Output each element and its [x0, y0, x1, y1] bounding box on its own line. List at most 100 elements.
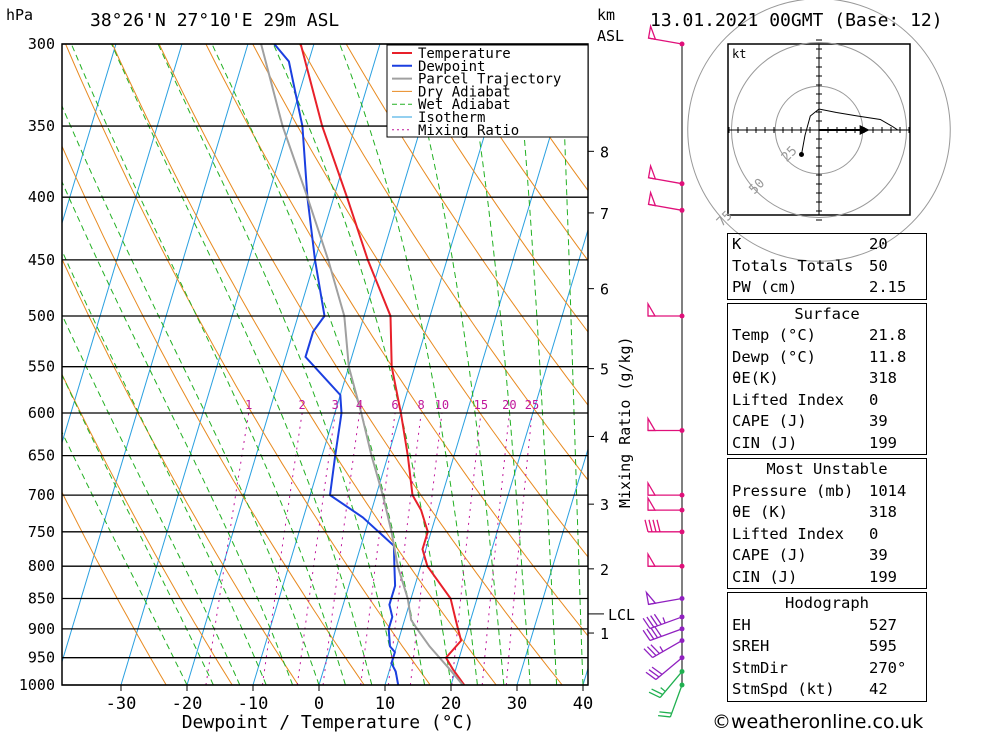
- x-tick-label: -10: [238, 694, 269, 714]
- index-value: 595: [869, 637, 897, 655]
- mixing-ratio-value: 10: [435, 398, 449, 412]
- pressure-label: 850: [28, 589, 55, 607]
- index-row: K 20: [728, 234, 926, 256]
- index-value: 39: [869, 412, 888, 430]
- x-tick-label: -30: [106, 694, 137, 714]
- index-value: 270°: [869, 658, 907, 677]
- mixing-ratio-line: [205, 412, 250, 685]
- chart-texts: 3003504004505005506006507007508008509009…: [6, 6, 943, 733]
- km-tick-label: 5: [600, 361, 609, 379]
- pressure-label: 900: [28, 620, 55, 638]
- x-tick-label: 40: [573, 694, 593, 714]
- index-value: 318: [869, 369, 897, 387]
- index-row: PW (cm) 2.15: [728, 277, 926, 299]
- x-axis-label: Dewpoint / Temperature (°C): [182, 712, 475, 733]
- x-tick-label: -20: [172, 694, 203, 714]
- mixing-ratio-value: 1: [245, 398, 252, 412]
- pressure-label: 450: [28, 251, 55, 269]
- index-value: 39: [869, 546, 888, 564]
- mixing-ratio-value: 6: [391, 398, 398, 412]
- isotherm: [62, 44, 117, 225]
- x-tick-label: 30: [507, 694, 527, 714]
- index-label: StmDir: [732, 658, 788, 677]
- pressure-label: 950: [28, 649, 55, 667]
- index-row: StmDir 270°: [728, 658, 926, 680]
- index-value: 20: [869, 235, 888, 253]
- isotherm: [516, 447, 588, 685]
- index-label: PW (cm): [732, 278, 798, 296]
- index-label: SREH: [732, 637, 770, 655]
- mixing-ratio-value: 2: [299, 398, 306, 412]
- isotherm: [450, 228, 588, 685]
- wind-barb: [647, 190, 683, 211]
- wind-barb: [647, 480, 682, 496]
- legend-label: Dry Adiabat: [418, 84, 511, 100]
- dry-adiabat: [439, 44, 588, 262]
- index-row: Lifted Index 0: [728, 390, 926, 412]
- dry-adiabat: [345, 44, 588, 406]
- mixing-ratio-value: 20: [502, 398, 516, 412]
- most-unstable-title: Most Unstable: [766, 460, 888, 478]
- index-row: Temp (°C) 21.8: [728, 325, 926, 347]
- pressure-label: 700: [28, 486, 55, 504]
- index-row: CAPE (J) 39: [728, 545, 926, 567]
- dry-adiabat: [392, 44, 588, 333]
- indices-panel: K 20 Totals Totals 50 PW (cm) 2.15 Surface Te…: [727, 233, 927, 705]
- wind-barb: [642, 625, 683, 642]
- wet-adiabat: [211, 44, 426, 685]
- index-value: 318: [869, 503, 897, 521]
- index-value: 199: [869, 433, 897, 452]
- index-row: CIN (J) 199: [728, 433, 926, 455]
- legend-label: Temperature: [418, 46, 511, 62]
- wet-adiabat: [339, 44, 478, 685]
- mixing-ratio-line: [481, 412, 510, 685]
- km-tick-label: 4: [600, 428, 609, 446]
- plot-frame: [61, 43, 589, 686]
- x-tick-label: 20: [441, 694, 461, 714]
- mixing-ratio-value: 15: [474, 398, 488, 412]
- km-tick-label: 2: [600, 561, 609, 579]
- site-credit[interactable]: ©weatheronline.co.uk: [712, 711, 924, 733]
- hodograph-ring: [687, 0, 951, 262]
- y-axis-label: hPa: [6, 6, 33, 24]
- index-label: Dewp (°C): [732, 347, 816, 366]
- pressure-label: 750: [28, 523, 55, 541]
- index-label: CAPE (J): [732, 412, 807, 430]
- surface-title: Surface: [794, 304, 860, 323]
- index-value: 21.8: [869, 326, 907, 344]
- index-label: Totals Totals: [732, 256, 854, 275]
- mixing-ratio-line: [505, 412, 533, 685]
- pressure-label: 550: [28, 358, 55, 376]
- mixing-ratio-line: [261, 412, 303, 685]
- index-row: θE (K) 318: [728, 502, 926, 524]
- wind-barb: [647, 23, 683, 45]
- index-row: Totals Totals 50: [728, 256, 926, 278]
- isotherm: [120, 44, 315, 685]
- index-row: CIN (J) 199: [728, 567, 926, 589]
- mixing-ratio-line: [451, 412, 482, 685]
- wet-adiabat: [404, 44, 505, 685]
- index-value: 1014: [869, 481, 907, 500]
- location-title: 38°26'N 27°10'E 29m ASL: [90, 10, 339, 31]
- legend-label: Dewpoint: [418, 59, 485, 75]
- series-parcel-trajectory: [260, 44, 464, 685]
- legend-label: Parcel Trajectory: [418, 72, 561, 88]
- mixing-ratio-axis-label: Mixing Ratio (g/kg): [616, 336, 634, 508]
- index-row: θE(K) 318: [728, 368, 926, 390]
- hodograph-title: Hodograph: [785, 594, 869, 612]
- mixing-ratio-line: [296, 412, 336, 685]
- index-label: Pressure (mb): [732, 481, 854, 500]
- isotherm: [384, 44, 579, 685]
- index-label: θE(K): [732, 369, 779, 387]
- wind-barb: [647, 495, 682, 511]
- index-value: 527: [869, 615, 897, 634]
- mixing-ratio-value: 25: [525, 398, 539, 412]
- index-value: 2.15: [869, 278, 907, 296]
- isotherm: [318, 44, 513, 685]
- index-label: EH: [732, 615, 751, 634]
- wind-barb: [658, 684, 683, 718]
- index-label: CIN (J): [732, 433, 798, 452]
- index-value: 50: [869, 256, 888, 275]
- wind-barb: [645, 590, 683, 606]
